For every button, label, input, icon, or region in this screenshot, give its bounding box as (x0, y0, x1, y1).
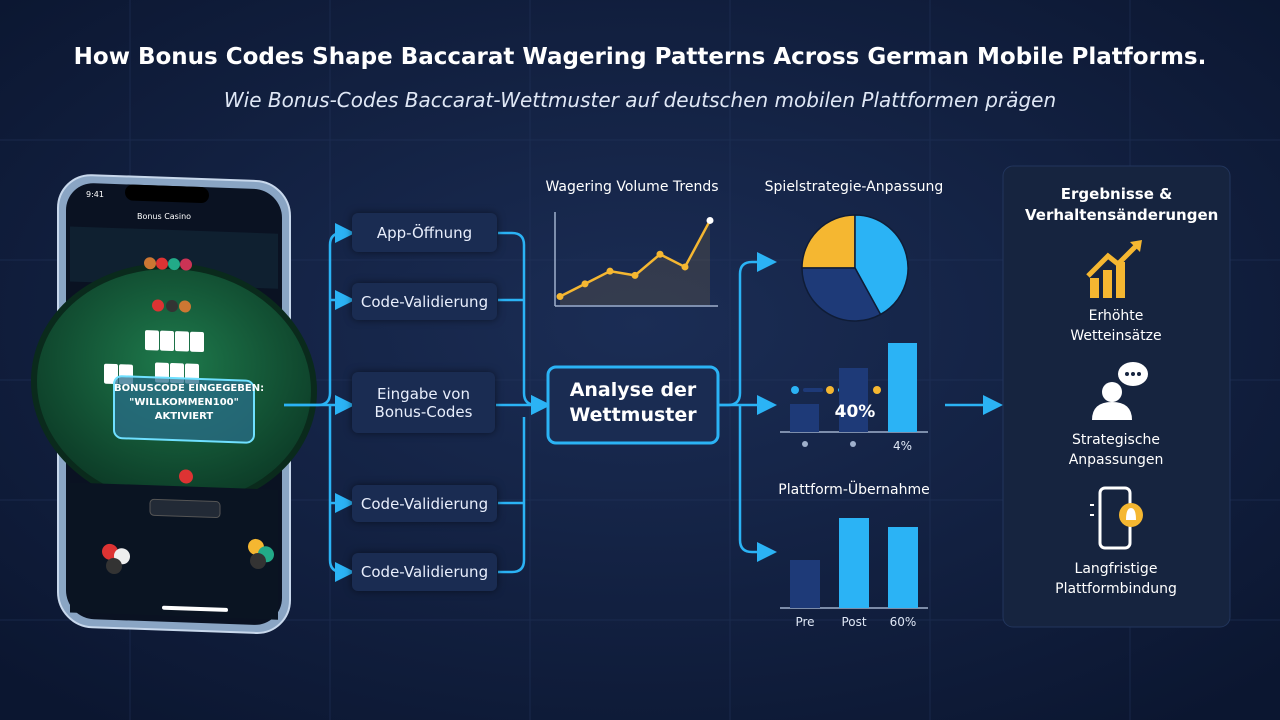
area (560, 220, 710, 305)
bar (839, 368, 868, 432)
overlay-line: AKTIVIERT (154, 411, 214, 422)
phone-time: 9:41 (86, 190, 104, 199)
chart-annotation: 40% (834, 402, 876, 422)
x-tick-label: Post (841, 615, 867, 629)
chart-title: Spielstrategie-Anpassung (764, 179, 944, 195)
result-item: Langfristige Plattformbindung (1055, 561, 1177, 597)
center-label: Analyse der Wettmuster (569, 379, 697, 426)
x-tick-label: Pre (795, 615, 815, 629)
point (706, 216, 714, 224)
point (606, 267, 614, 275)
pie-slice (801, 214, 856, 269)
chart-title: Wagering Volume Trends (545, 179, 719, 195)
flow-step: Code-Validierung (352, 553, 497, 591)
flow-step: Code-Validierung (352, 485, 497, 522)
pie-slice (854, 214, 909, 316)
result-item: Strategische Anpassungen (1068, 432, 1164, 468)
flow-step: Eingabe von Bonus-Codes (352, 372, 495, 433)
point (556, 293, 564, 301)
chart-title: Plattform-Übernahme (778, 482, 930, 498)
point (631, 271, 639, 279)
bar (790, 560, 820, 608)
overlay-line: BONUSCODE EINGEGEBEN: (114, 383, 265, 394)
subtitle: Wie Bonus-Codes Baccarat-Wettmuster auf … (223, 88, 1057, 112)
result-item: Erhöhte Wetteinsätze (1070, 308, 1162, 344)
bar (888, 343, 917, 432)
phone-app-title: Bonus Casino (136, 212, 192, 221)
bar (839, 518, 869, 608)
overlay-line: "WILLKOMMEN100" (129, 397, 239, 408)
center-box (546, 365, 720, 445)
flow-step: App-Öffnung (352, 213, 497, 252)
point (681, 263, 689, 271)
point (581, 280, 589, 288)
flow-step: Code-Validierung (352, 283, 497, 320)
x-tick-label: 60% (889, 615, 917, 629)
phone-overlay: BONUSCODE EINGEGEBEN: "WILLKOMMEN100" AK… (114, 382, 265, 424)
title: How Bonus Codes Shape Baccarat Wagering … (73, 44, 1207, 70)
pie-slice (801, 267, 882, 322)
x-tick-label: 4% (892, 439, 913, 453)
icon-person (1092, 362, 1148, 420)
bar (888, 527, 918, 608)
icon-phone (1090, 486, 1143, 550)
connectors (284, 223, 1003, 582)
icon-growth (1086, 240, 1142, 298)
results-title: Ergebnisse & Verhaltensänderungen (1025, 185, 1219, 224)
point (656, 250, 664, 258)
phone (31, 174, 317, 634)
bar (790, 404, 819, 432)
